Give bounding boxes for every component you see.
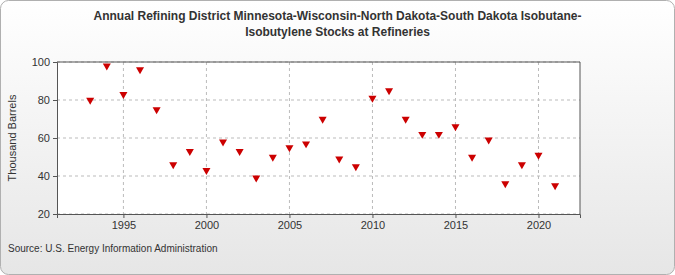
point	[335, 157, 343, 164]
grid-line	[57, 62, 580, 63]
tick-label: 2005	[278, 219, 302, 231]
title: Annual Refining District Minnesota-Wisco…	[94, 9, 582, 39]
tick-mark	[372, 214, 373, 218]
tick-mark	[123, 214, 124, 218]
point	[302, 141, 310, 148]
tick: 2010	[361, 214, 385, 231]
tick: 2000	[195, 214, 219, 231]
tick-mark	[53, 214, 57, 215]
grid-line	[57, 100, 580, 101]
tick: 2020	[527, 214, 551, 231]
frame	[580, 62, 581, 214]
grid-line	[57, 138, 580, 139]
frame	[57, 62, 580, 63]
point	[252, 176, 260, 183]
point	[534, 153, 542, 160]
grid-line	[538, 62, 539, 214]
point	[485, 138, 493, 145]
point	[219, 139, 227, 146]
tick-mark	[53, 138, 57, 139]
tick: 40	[38, 170, 57, 182]
tick-label: 40	[38, 170, 50, 182]
tick-label: 20	[38, 208, 50, 220]
source: Source: U.S. Energy Information Administ…	[8, 243, 218, 254]
point	[186, 149, 194, 156]
point	[402, 117, 410, 124]
point	[451, 124, 459, 131]
tick: 100	[32, 56, 57, 68]
tick-label: 1995	[112, 219, 136, 231]
grid-line	[372, 62, 373, 214]
tick-label: 2015	[444, 219, 468, 231]
tick-mark	[206, 214, 207, 218]
point	[352, 164, 360, 171]
plot: 19952000200520102015202020406080100	[32, 56, 581, 231]
point	[103, 63, 111, 70]
point	[136, 67, 144, 74]
y-axis: 20 40 60 80 100	[32, 56, 58, 220]
tick-label: 100	[32, 56, 50, 68]
tick: 20	[38, 208, 57, 220]
grid-line	[289, 62, 290, 214]
x-axis: 1995 2000 2005 2010 2015 2020	[58, 214, 581, 231]
point	[501, 181, 509, 188]
point	[551, 183, 559, 190]
plot-area	[57, 62, 580, 214]
point	[169, 162, 177, 169]
point	[269, 155, 277, 162]
axis-line	[53, 63, 58, 215]
tick-label: 80	[38, 94, 50, 106]
y-axis-title: Thousand Barrels	[6, 94, 18, 181]
point	[385, 88, 393, 95]
point	[202, 168, 210, 175]
point	[368, 96, 376, 103]
tick-mark	[53, 176, 57, 177]
chart: Annual Refining District Minnesota-Wisco…	[0, 0, 675, 275]
tick-label: 2000	[195, 219, 219, 231]
tick-mark	[455, 214, 456, 218]
point	[119, 92, 127, 99]
point	[418, 132, 426, 139]
grid-line	[455, 62, 456, 214]
grid-line	[123, 62, 124, 214]
grid-line	[206, 62, 207, 214]
tick-label: 60	[38, 132, 50, 144]
point	[236, 149, 244, 156]
tick: 2005	[278, 214, 302, 231]
grid-line	[57, 176, 580, 177]
tick-label: 2020	[527, 219, 551, 231]
tick: 60	[38, 132, 57, 144]
point	[86, 98, 94, 105]
points	[86, 63, 559, 190]
tick-mark	[289, 214, 290, 218]
point	[518, 162, 526, 169]
point	[435, 132, 443, 139]
tick: 1995	[112, 214, 136, 231]
point	[468, 155, 476, 162]
point	[153, 107, 161, 114]
axis-line	[58, 215, 581, 219]
tick: 2015	[444, 214, 468, 231]
tick-label: 2010	[361, 219, 385, 231]
point	[285, 145, 293, 152]
background	[1, 1, 675, 275]
tick-mark	[538, 214, 539, 218]
tick: 80	[38, 94, 57, 106]
tick-mark	[53, 100, 57, 101]
tick-mark	[53, 62, 57, 63]
point	[319, 117, 327, 124]
